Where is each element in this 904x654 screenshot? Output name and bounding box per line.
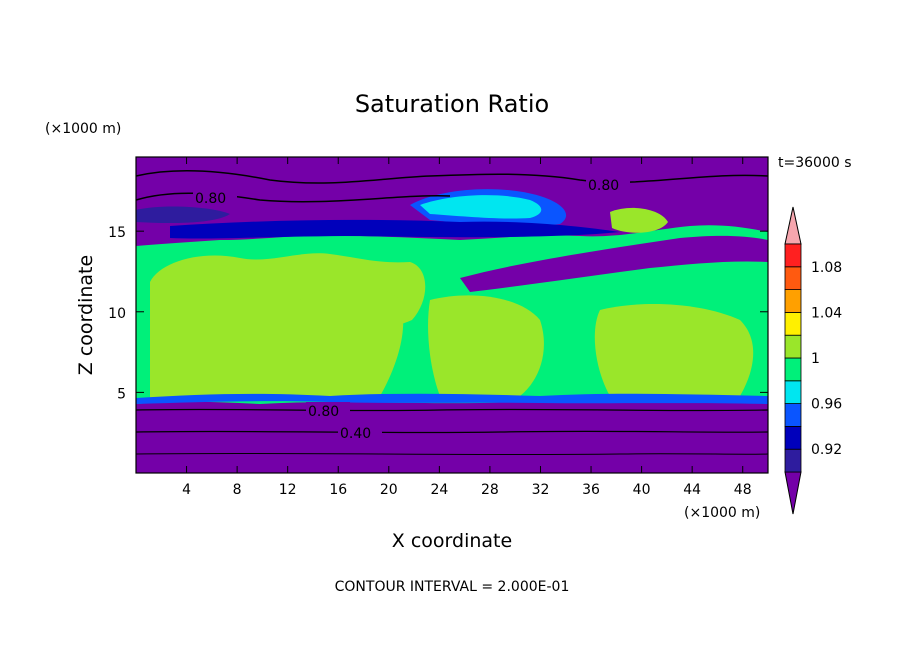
colorbar-box xyxy=(784,448,802,473)
colorbar-box xyxy=(784,425,802,450)
colorbar: 0.92 0.96 1 1.04 1.08 xyxy=(784,206,842,515)
mid-lime-right xyxy=(428,295,544,396)
upper-moist-core xyxy=(420,195,542,219)
contour-label: 0.80 xyxy=(195,191,226,207)
contour-label-group: 0.80 0.80 0.80 0.40 xyxy=(193,176,630,442)
colorbar-label: 1.08 xyxy=(811,260,842,276)
colorbar-label: 1 xyxy=(811,351,820,367)
lower-boundary-band xyxy=(136,393,768,404)
y-axis-ticks: 5 10 15 xyxy=(108,225,768,402)
contour-upper-0.80-b xyxy=(135,192,451,203)
colorbar-label: 0.96 xyxy=(811,397,842,413)
colorbar-label: 0.92 xyxy=(811,442,842,458)
mid-lime-center xyxy=(300,285,404,396)
colorbar-over-arrow xyxy=(784,206,802,245)
y-unit-label: (×1000 m) xyxy=(45,121,121,137)
upper-dark-band xyxy=(170,219,620,239)
colorbar-box xyxy=(784,357,802,382)
contour-lower-0.20 xyxy=(135,452,769,456)
colorbar-box xyxy=(784,243,802,268)
diagonal-dry-streak xyxy=(460,235,768,292)
plot-area xyxy=(135,156,769,474)
colorbar-box xyxy=(784,289,802,313)
plot-frame xyxy=(135,156,769,474)
colorbar-under-arrow xyxy=(784,471,802,515)
x-tick-label: 48 xyxy=(734,482,752,498)
x-axis-label: X coordinate xyxy=(392,530,512,552)
x-axis-ticks: 4 8 12 16 20 24 28 32 36 40 44 48 xyxy=(182,157,752,498)
x-tick-label: 44 xyxy=(683,482,701,498)
x-tick-label: 16 xyxy=(329,482,347,498)
x-tick-label: 12 xyxy=(279,482,297,498)
y-tick-label: 5 xyxy=(117,386,126,402)
y-tick-label: 15 xyxy=(108,225,126,241)
upper-right-patch xyxy=(610,207,668,233)
x-tick-label: 24 xyxy=(430,482,448,498)
contour-interval-note: CONTOUR INTERVAL = 2.000E-01 xyxy=(335,579,570,595)
x-tick-label: 36 xyxy=(582,482,600,498)
colorbar-box xyxy=(784,403,802,427)
y-tick-label: 10 xyxy=(108,306,126,322)
contour-label: 0.40 xyxy=(340,426,371,442)
x-tick-label: 20 xyxy=(380,482,398,498)
x-unit-label: (×1000 m) xyxy=(684,505,760,521)
lower-dry-region xyxy=(136,400,768,473)
colorbar-box xyxy=(784,334,802,359)
x-tick-label: 32 xyxy=(532,482,550,498)
contour-lower-0.40 xyxy=(135,430,769,434)
upper-left-patch xyxy=(136,206,230,224)
contour-lower-0.80 xyxy=(135,408,769,412)
colorbar-box xyxy=(784,311,802,336)
colorbar-box xyxy=(784,380,802,404)
chart-title: Saturation Ratio xyxy=(355,90,549,118)
x-tick-label: 4 xyxy=(182,482,191,498)
x-tick-label: 8 xyxy=(233,482,242,498)
mid-lime-far-right xyxy=(594,304,754,396)
contour-upper-0.80 xyxy=(135,170,769,184)
x-tick-label: 28 xyxy=(481,482,499,498)
contour-label: 0.80 xyxy=(588,178,619,194)
colorbar-label: 1.04 xyxy=(811,305,842,321)
x-tick-label: 40 xyxy=(633,482,651,498)
colorbar-box xyxy=(784,266,802,290)
contour-label: 0.80 xyxy=(308,404,339,420)
y-axis-label: Z coordinate xyxy=(75,255,97,375)
time-label: t=36000 s xyxy=(778,155,852,171)
